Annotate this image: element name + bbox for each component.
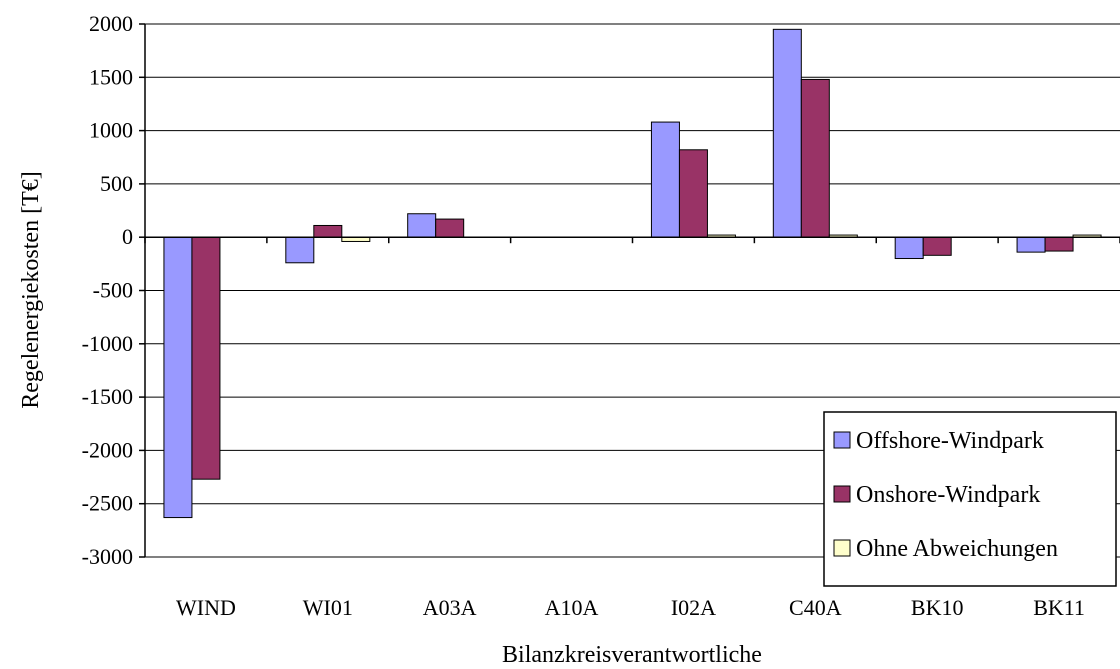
x-tick-label: WI01 (303, 595, 353, 620)
bar-offshore-windpark-i02a (650, 121, 680, 238)
y-tick-label: -500 (93, 278, 133, 303)
bar-onshore-windpark-c40a (800, 78, 830, 238)
bar-offshore-windpark-bk11 (1016, 236, 1046, 253)
x-axis-title: Bilanzkreisverantwortliche (502, 642, 762, 668)
x-tick-label: C40A (789, 595, 842, 620)
bar-onshore-windpark-bk11 (1044, 236, 1074, 252)
y-tick-label: 1000 (89, 118, 133, 143)
legend-label: Onshore-Windpark (856, 482, 1040, 508)
legend-label: Offshore-Windpark (856, 428, 1044, 454)
legend-swatch (833, 539, 851, 557)
bar-offshore-windpark-a03a (407, 213, 437, 238)
bar-onshore-windpark-i02a (678, 149, 708, 238)
y-tick-label: 2000 (89, 11, 133, 36)
bars (163, 28, 1102, 519)
legend: Offshore-Windpark Onshore-Windpark Ohne Ab… (823, 411, 1117, 587)
x-tick-label: WIND (176, 595, 236, 620)
bar-offshore-windpark-c40a (772, 28, 802, 238)
bar-onshore-windpark-bk10 (922, 236, 952, 256)
y-tick-label: -2000 (82, 437, 133, 462)
y-tick-label: 0 (122, 224, 133, 249)
bar-offshore-windpark-wi01 (285, 236, 315, 264)
bar-onshore-windpark-a03a (435, 218, 465, 238)
bar-offshore-windpark-wind (163, 236, 193, 519)
x-tick-label: A10A (545, 595, 599, 620)
bar-offshore-windpark-bk10 (894, 236, 924, 260)
legend-box (823, 411, 1117, 587)
x-tick-label: BK10 (911, 595, 964, 620)
axes (139, 23, 1120, 558)
y-tick-labels: 2000 1500 1000 500 0 -500 -1000 -1500 -2000 -2500… (82, 11, 133, 569)
bar-onshore-windpark-wind (191, 236, 221, 480)
legend-swatch (833, 485, 851, 503)
x-tick-labels: WIND WI01 A03A A10A I02A C40A BK10 BK11 (176, 595, 1085, 620)
x-tick-label: BK11 (1033, 595, 1085, 620)
y-tick-label: -1000 (82, 331, 133, 356)
legend-swatch (833, 431, 851, 449)
y-tick-label: 500 (100, 171, 133, 196)
legend-label: Ohne Abweichungen (856, 536, 1058, 562)
y-axis-title: Regelenergiekosten [T€] (18, 171, 44, 408)
x-tick-label: A03A (423, 595, 477, 620)
bar-onshore-windpark-wi01 (313, 224, 343, 238)
y-tick-label: 1500 (89, 64, 133, 89)
y-tick-label: -2500 (82, 491, 133, 516)
x-tick-label: I02A (671, 595, 716, 620)
y-tick-label: -1500 (82, 384, 133, 409)
y-tick-label: -3000 (82, 544, 133, 569)
